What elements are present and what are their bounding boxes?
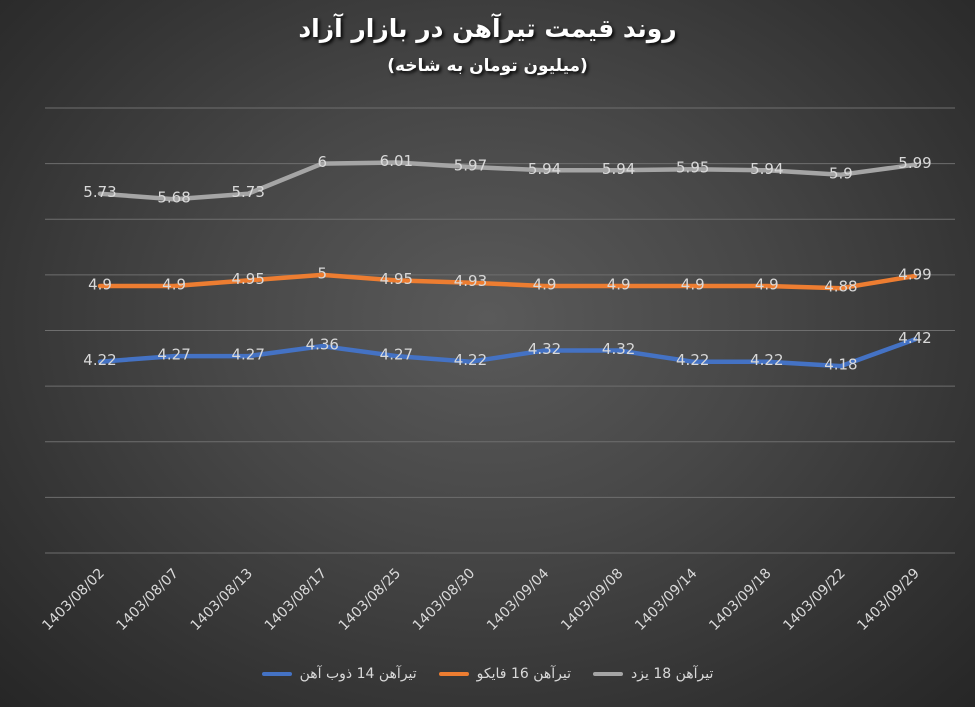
series-line-1 [97, 337, 918, 369]
data-label: 4.22 [83, 351, 116, 369]
data-label: 4.95 [380, 270, 413, 288]
gridlines [45, 107, 955, 554]
data-label: 4.32 [602, 340, 635, 358]
data-label: 4.32 [528, 340, 561, 358]
x-tick-label: 1403/09/18 [706, 566, 774, 634]
data-label: 4.22 [750, 351, 783, 369]
data-label: 4.22 [676, 351, 709, 369]
data-label: 4.99 [898, 265, 931, 283]
data-label: 4.36 [306, 336, 339, 354]
x-tick-label: 1403/08/30 [410, 566, 478, 634]
legend-label: تیرآهن 18 یزد [631, 666, 714, 682]
data-label: 4.27 [157, 346, 190, 364]
x-tick-label: 1403/09/14 [632, 565, 700, 633]
legend: تیرآهن 14 ذوب آهن تیرآهن 16 فایکو تیرآهن 1… [0, 666, 975, 682]
chart-title: روند قیمت تیرآهن در بازار آزاد [298, 14, 677, 43]
legend-swatch [261, 672, 292, 676]
legend-label: تیرآهن 14 ذوب آهن [299, 666, 417, 682]
series-line-2 [97, 272, 918, 291]
data-label: 5.99 [898, 154, 931, 172]
data-label: 4.9 [533, 276, 557, 294]
data-label: 5.73 [231, 183, 264, 201]
data-label: 4.9 [755, 276, 779, 294]
x-tick-label: 1403/08/07 [114, 566, 182, 634]
data-label: 4.9 [88, 276, 112, 294]
x-tick-label: 1403/08/02 [39, 566, 107, 634]
legend-item: تیرآهن 14 ذوب آهن [261, 666, 417, 682]
data-label: 5.97 [454, 156, 487, 174]
data-label: 4.93 [454, 272, 487, 290]
legend-label: تیرآهن 16 فایکو [476, 666, 572, 682]
data-label: 4.88 [824, 278, 857, 296]
data-label: 4.27 [380, 346, 413, 364]
x-tick-label: 1403/08/25 [336, 566, 404, 634]
data-label: 4.18 [824, 356, 857, 374]
data-label: 4.95 [231, 270, 264, 288]
data-label: 4.42 [898, 329, 931, 347]
series-lines [97, 160, 918, 369]
x-axis-ticks: 1403/08/02 1403/08/07 1403/08/13 1403/08/17… [39, 565, 922, 633]
x-tick-label: 1403/09/22 [780, 566, 848, 634]
data-label: 5 [317, 264, 327, 282]
data-labels: 4.22 4.27 4.27 4.36 4.27 4.22 4.32 4.32 4.22 4.22… [83, 152, 931, 374]
data-label: 5.94 [528, 160, 561, 178]
data-label: 5.94 [750, 160, 783, 178]
data-label: 6.01 [380, 152, 413, 170]
data-label: 5.68 [157, 189, 190, 207]
x-tick-label: 1403/09/29 [854, 566, 922, 634]
data-label: 4.27 [231, 346, 264, 364]
legend-swatch [593, 672, 624, 676]
x-tick-label: 1403/08/17 [262, 566, 330, 634]
data-label: 5.73 [83, 183, 116, 201]
data-label: 5.95 [676, 159, 709, 177]
legend-swatch [438, 672, 469, 676]
data-label: 4.9 [607, 276, 631, 294]
legend-item: تیرآهن 16 فایکو [438, 666, 572, 682]
chart-subtitle: (میلیون تومان به شاخه) [387, 56, 588, 76]
data-label: 4.9 [162, 276, 186, 294]
legend-item: تیرآهن 18 یزد [593, 666, 713, 682]
data-label: 5.94 [602, 160, 635, 178]
x-tick-label: 1403/08/13 [188, 566, 256, 634]
data-label: 4.9 [681, 276, 705, 294]
data-label: 6 [317, 153, 327, 171]
series-line-3 [97, 160, 918, 202]
data-label: 5.9 [829, 164, 853, 182]
x-tick-label: 1403/09/08 [558, 566, 626, 634]
x-tick-label: 1403/09/04 [484, 565, 552, 633]
data-label: 4.22 [454, 351, 487, 369]
